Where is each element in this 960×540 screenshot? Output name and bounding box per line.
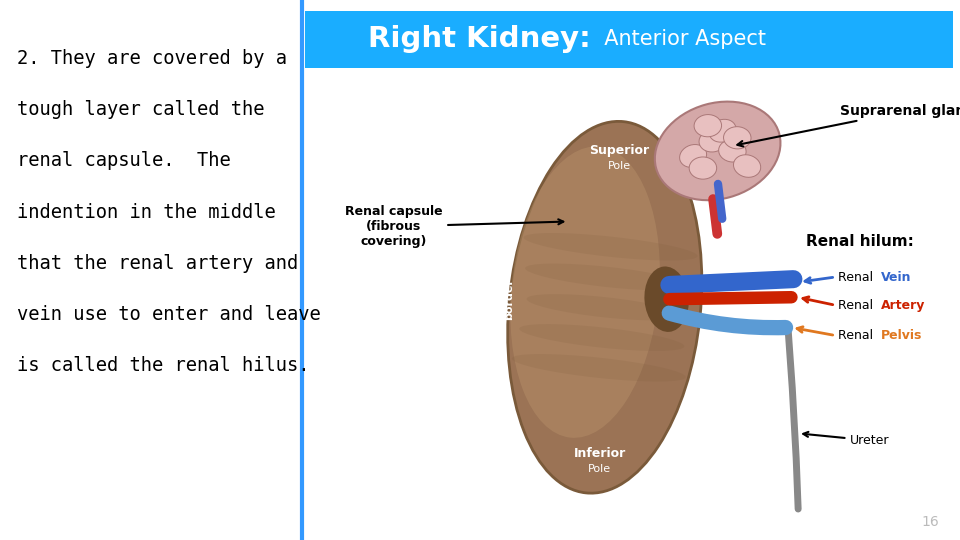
Text: Right Kidney:: Right Kidney: xyxy=(368,25,590,53)
Ellipse shape xyxy=(508,122,702,493)
Ellipse shape xyxy=(527,294,683,320)
Text: renal capsule.  The: renal capsule. The xyxy=(17,151,231,170)
Text: Renal: Renal xyxy=(838,271,877,284)
Ellipse shape xyxy=(511,146,660,438)
Text: Renal: Renal xyxy=(838,329,877,342)
Ellipse shape xyxy=(699,130,727,152)
Ellipse shape xyxy=(512,354,685,382)
Ellipse shape xyxy=(519,324,684,351)
Text: Lateral
border: Lateral border xyxy=(492,277,515,321)
Text: Renal hilum:: Renal hilum: xyxy=(806,234,914,249)
FancyArrowPatch shape xyxy=(669,279,793,285)
Text: that the renal artery and: that the renal artery and xyxy=(17,254,299,273)
Text: Inferior: Inferior xyxy=(574,447,626,460)
FancyArrowPatch shape xyxy=(713,199,717,234)
Text: Pelvis: Pelvis xyxy=(880,329,922,342)
Ellipse shape xyxy=(525,264,690,291)
Ellipse shape xyxy=(689,157,717,179)
Text: Anterior Aspect: Anterior Aspect xyxy=(590,29,766,49)
Text: Vein: Vein xyxy=(880,271,911,284)
Ellipse shape xyxy=(724,127,751,149)
Text: is called the renal hilus.: is called the renal hilus. xyxy=(17,356,310,375)
Text: vein use to enter and leave: vein use to enter and leave xyxy=(17,305,321,324)
Text: Suprarenal gland: Suprarenal gland xyxy=(737,104,960,146)
Text: Pole: Pole xyxy=(588,464,612,474)
Text: tough layer called the: tough layer called the xyxy=(17,100,265,119)
Text: Pole: Pole xyxy=(608,161,631,171)
Text: Superior: Superior xyxy=(589,144,650,157)
FancyArrowPatch shape xyxy=(669,297,791,299)
FancyArrowPatch shape xyxy=(669,313,785,328)
Ellipse shape xyxy=(524,233,698,260)
Ellipse shape xyxy=(733,155,760,177)
Ellipse shape xyxy=(644,266,688,332)
Text: indention in the middle: indention in the middle xyxy=(17,202,276,221)
Text: Artery: Artery xyxy=(880,299,925,312)
Text: Renal capsule
(fibrous
covering): Renal capsule (fibrous covering) xyxy=(345,205,564,248)
Ellipse shape xyxy=(655,102,780,200)
Bar xyxy=(305,11,953,68)
Text: Ureter: Ureter xyxy=(804,432,890,447)
FancyArrowPatch shape xyxy=(718,184,722,219)
Text: 16: 16 xyxy=(922,515,939,529)
Ellipse shape xyxy=(719,140,746,162)
Text: 2. They are covered by a: 2. They are covered by a xyxy=(17,49,287,68)
Ellipse shape xyxy=(680,145,707,167)
Text: Renal: Renal xyxy=(838,299,877,312)
Ellipse shape xyxy=(709,119,736,142)
Ellipse shape xyxy=(694,114,722,137)
